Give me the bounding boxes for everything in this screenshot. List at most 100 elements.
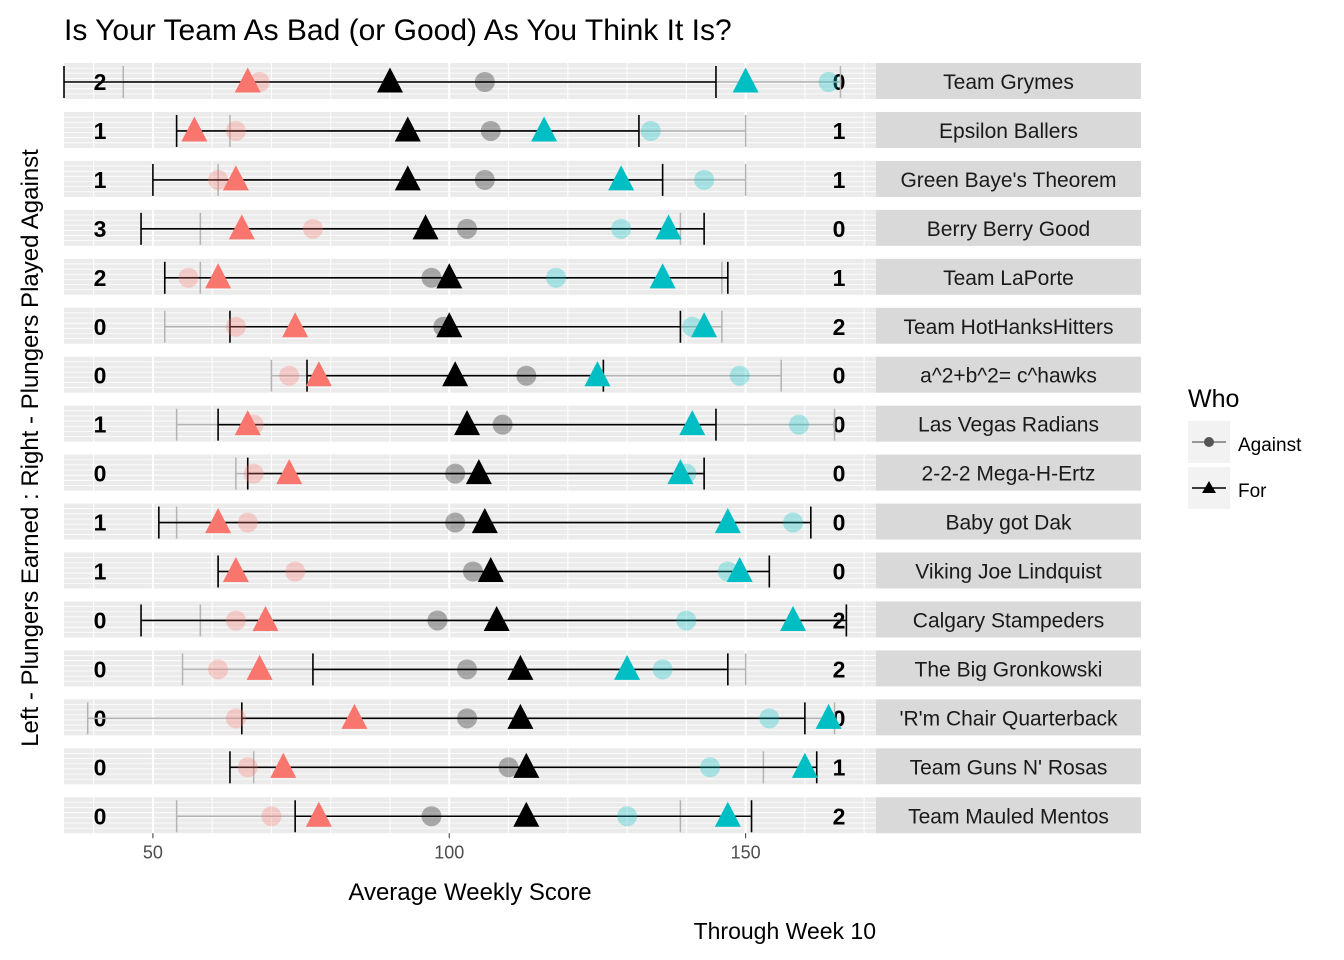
- strip-background: [876, 63, 1141, 99]
- panel-background: [64, 748, 876, 785]
- for-mean-point: [394, 165, 421, 191]
- team-name: Team Guns N' Rosas: [910, 756, 1108, 779]
- for-min-point: [341, 703, 368, 729]
- x-tick-label: 150: [731, 842, 761, 862]
- team-panel: Las Vegas Radians 1 0: [64, 405, 1141, 442]
- plungers-earned: 1: [94, 510, 107, 536]
- team-panel: Viking Joe Lindquist 1 0: [64, 552, 1141, 589]
- for-max-point: [649, 263, 676, 289]
- for-mean-point: [442, 361, 469, 387]
- panel-background: [64, 356, 876, 393]
- for-min-point: [282, 312, 309, 338]
- for-mean-point: [454, 410, 481, 436]
- plungers-earned: 0: [94, 363, 107, 389]
- strip-background: [876, 650, 1141, 687]
- against-min-point: [279, 365, 300, 386]
- for-mean-point: [471, 508, 498, 534]
- for-min-point: [222, 165, 249, 191]
- for-max-point: [714, 801, 741, 827]
- for-max-point: [655, 214, 682, 240]
- x-tick-label: 100: [434, 842, 464, 862]
- legend-title: Who: [1188, 385, 1239, 413]
- against-min-point: [285, 561, 306, 582]
- strip-background: [876, 258, 1141, 295]
- plungers-against: 0: [833, 559, 846, 585]
- against-min-point: [208, 659, 229, 680]
- against-mean-point: [457, 659, 478, 680]
- for-min-point: [270, 752, 297, 778]
- for-mean-point: [477, 556, 504, 583]
- plungers-against: 1: [833, 754, 846, 780]
- for-mean-point: [412, 214, 439, 240]
- team-panel: Team Mauled Mentos 0 2: [64, 797, 1141, 834]
- team-panel: a^2+b^2= c^hawks 0 0: [64, 356, 1141, 393]
- plungers-earned: 3: [94, 216, 107, 242]
- plungers-against: 0: [833, 461, 846, 487]
- plungers-earned: 0: [94, 607, 107, 633]
- against-mean-point: [462, 561, 483, 582]
- team-name: Team HotHanksHitters: [903, 316, 1113, 339]
- legend-key-for-triangle: [1202, 481, 1216, 493]
- team-name: Team LaPorte: [943, 267, 1074, 290]
- strip-background: [876, 307, 1141, 344]
- panel-background: [64, 307, 876, 344]
- for-max-point: [714, 508, 741, 534]
- team-name: Berry Berry Good: [927, 218, 1090, 241]
- strip-background: [876, 748, 1141, 785]
- against-mean-point: [474, 72, 495, 92]
- against-mean-point: [445, 512, 466, 533]
- strip-background: [876, 454, 1141, 491]
- strip-background: [876, 111, 1141, 148]
- for-max-point: [614, 654, 641, 680]
- team-name: Epsilon Ballers: [939, 120, 1078, 143]
- panel-background: [64, 601, 876, 638]
- for-max-point: [584, 361, 611, 387]
- for-min-point: [305, 801, 332, 827]
- panel-background: [64, 209, 876, 246]
- plungers-against: 2: [833, 656, 846, 682]
- for-mean-point: [436, 312, 463, 338]
- for-max-point: [726, 556, 753, 583]
- for-min-point: [205, 263, 232, 289]
- plungers-earned: 0: [94, 754, 107, 780]
- for-max-point: [531, 116, 558, 142]
- plungers-against: 2: [833, 314, 846, 340]
- legend-label-for: For: [1238, 481, 1267, 502]
- for-max-point: [780, 605, 807, 631]
- for-max-point: [691, 312, 718, 338]
- against-max-point: [652, 659, 673, 680]
- against-min-point: [302, 218, 323, 239]
- strip-background: [876, 552, 1141, 589]
- against-min-point: [225, 610, 246, 631]
- for-mean-point: [513, 801, 540, 827]
- legend-key-against-circle: [1204, 437, 1214, 447]
- plungers-against: 1: [833, 167, 846, 193]
- for-min-point: [234, 67, 261, 93]
- legend: Who Against For: [1188, 385, 1302, 509]
- against-min-point: [237, 757, 258, 778]
- for-min-point: [181, 116, 208, 142]
- strip-background: [876, 601, 1141, 638]
- against-min-point: [208, 169, 229, 190]
- against-mean-point: [498, 757, 519, 778]
- against-mean-point: [427, 610, 448, 631]
- team-name: 2-2-2 Mega-H-Ertz: [922, 463, 1096, 486]
- x-axis: 50 100 150: [143, 833, 761, 862]
- team-panel: Epsilon Ballers 1 1: [64, 111, 1141, 148]
- team-panel: The Big Gronkowski 0 2: [64, 650, 1141, 687]
- plungers-against: 0: [833, 412, 846, 438]
- for-mean-point: [465, 459, 492, 485]
- for-mean-point: [394, 116, 421, 142]
- against-max-point: [783, 512, 804, 533]
- team-name: 'R'm Chair Quarterback: [899, 707, 1118, 730]
- against-max-point: [694, 169, 715, 190]
- for-mean-point: [507, 654, 534, 680]
- legend-label-against: Against: [1238, 435, 1302, 456]
- for-max-point: [667, 459, 694, 485]
- for-mean-point: [513, 752, 540, 778]
- for-min-point: [305, 361, 332, 387]
- against-mean-point: [480, 120, 501, 141]
- plungers-earned: 1: [94, 559, 107, 585]
